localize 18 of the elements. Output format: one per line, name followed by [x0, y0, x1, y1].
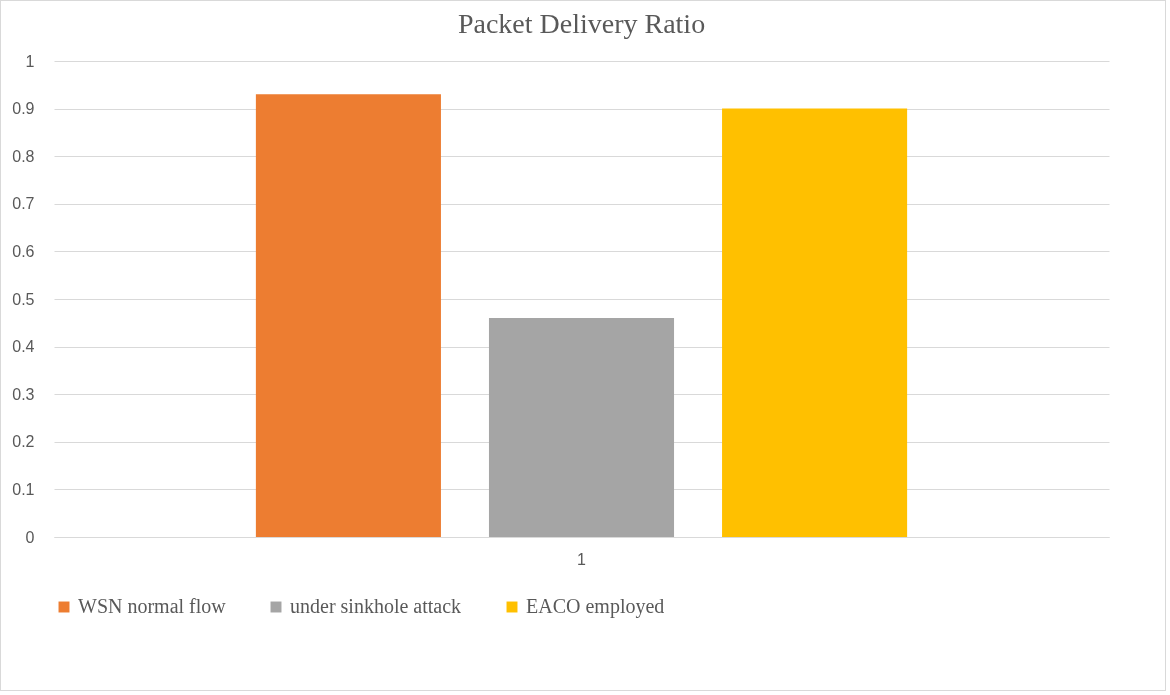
- y-tick-label: 0.5: [12, 290, 35, 308]
- legend-label: under sinkhole attack: [290, 595, 462, 617]
- legend-label: WSN normal flow: [78, 595, 227, 617]
- y-tick-label: 0.3: [12, 385, 35, 403]
- bar: [488, 318, 675, 537]
- y-tick-label: 0.7: [12, 195, 35, 213]
- y-tick-label: 0.6: [12, 242, 35, 260]
- bar: [255, 94, 441, 537]
- bar: [722, 108, 908, 537]
- y-tick-label: 0.4: [12, 338, 35, 356]
- y-tick-label: 0.2: [12, 433, 35, 451]
- y-tick-label: 0.1: [12, 480, 35, 498]
- y-tick-label: 0.9: [12, 100, 35, 118]
- y-tick-label: 1: [25, 52, 35, 70]
- legend-label: EACO employed: [526, 595, 665, 618]
- chart-title: Packet Delivery Ratio: [457, 8, 706, 39]
- y-tick-label: 0: [25, 528, 35, 546]
- y-tick-label: 0.8: [12, 147, 35, 165]
